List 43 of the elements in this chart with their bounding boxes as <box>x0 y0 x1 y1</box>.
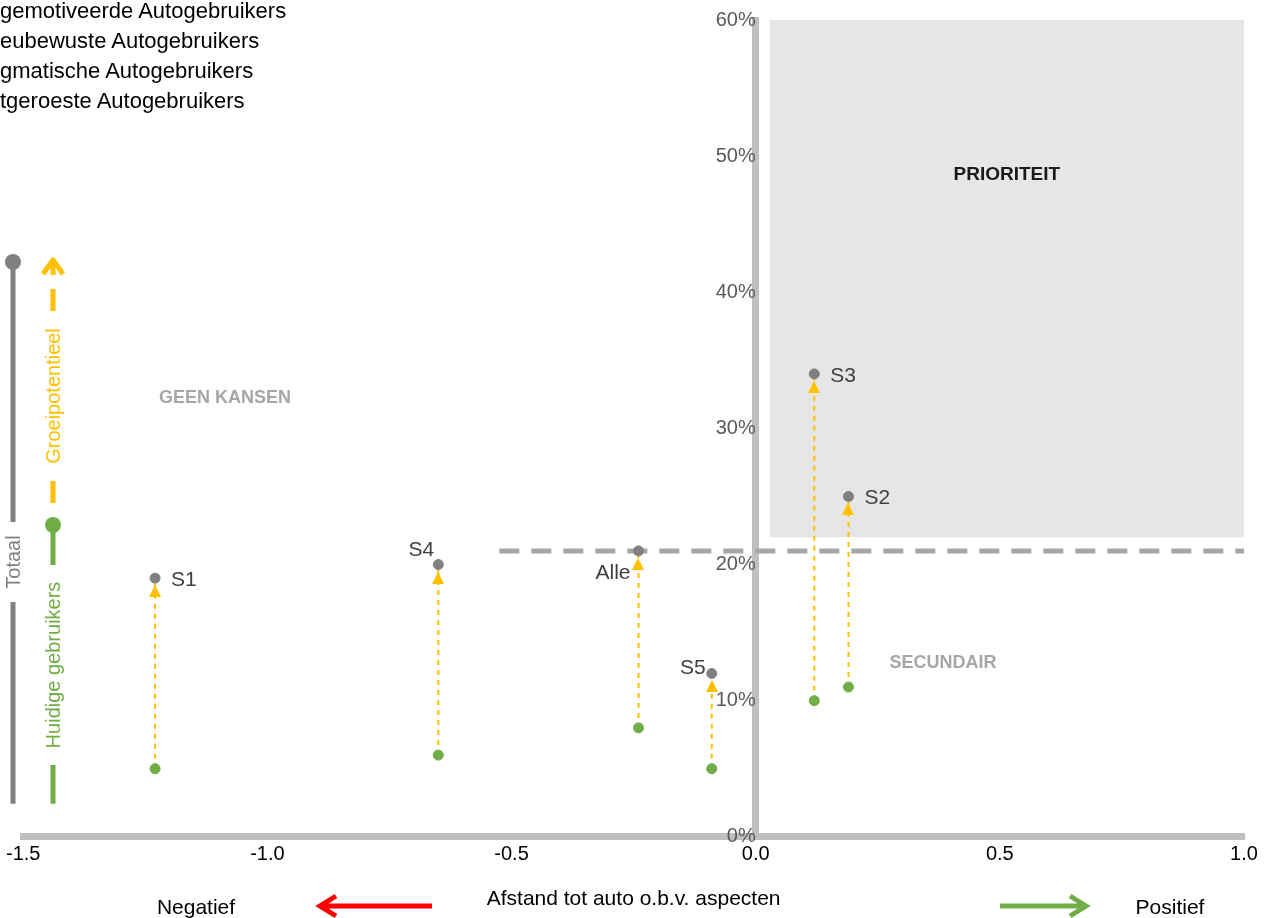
annotation: SECUNDAIR <box>889 652 997 672</box>
point <box>706 667 718 679</box>
point <box>633 722 644 734</box>
y-tick-label: 40% <box>715 279 756 302</box>
annotation: S3 <box>830 362 856 386</box>
point <box>808 368 820 380</box>
x-tick-label: 1.0 <box>1230 842 1258 865</box>
x-tick-label: -1.0 <box>250 842 285 865</box>
y-tick-label: 30% <box>715 415 756 438</box>
annotation: S5 <box>680 655 706 679</box>
annotation: S1 <box>171 566 197 590</box>
legend-label: Huidige gebruikers <box>42 581 65 749</box>
annotation: gmatische Autogebruikers <box>0 58 254 83</box>
point <box>808 695 820 707</box>
point <box>842 490 854 502</box>
annotation: GEEN KANSEN <box>158 387 292 407</box>
annotation: eubewuste Autogebruikers <box>0 28 260 53</box>
point <box>432 749 444 761</box>
annotation: S4 <box>408 536 435 560</box>
point <box>842 681 854 693</box>
band-label: PRIORITEIT <box>953 163 1061 185</box>
y-tick-label: 10% <box>715 688 756 711</box>
x-tick-label: -1.5 <box>6 842 41 865</box>
point <box>432 559 444 571</box>
text: Positief <box>1135 894 1205 918</box>
annotation: S2 <box>864 484 891 508</box>
point <box>706 763 718 775</box>
point <box>149 763 161 775</box>
x-tick-label: -0.5 <box>494 842 529 865</box>
y-tick-label: 20% <box>715 552 756 575</box>
point <box>633 545 644 557</box>
y-tick-label: 60% <box>715 7 756 30</box>
x-axis-title: Afstand tot auto o.b.v. aspecten <box>486 886 781 910</box>
x-tick-label: 0.5 <box>985 842 1014 865</box>
text: Totaal <box>2 535 25 589</box>
text: Negatief <box>156 894 236 918</box>
annotation: tgeroeste Autogebruikers <box>0 88 245 113</box>
y-tick-label: 50% <box>715 143 756 166</box>
text: Groeipotentieel <box>42 328 65 464</box>
annotation: gemotiveerde Autogebruikers <box>0 0 287 23</box>
point <box>149 572 161 584</box>
annotation: Alle <box>595 559 631 583</box>
x-tick-label: 0.0 <box>741 842 770 865</box>
